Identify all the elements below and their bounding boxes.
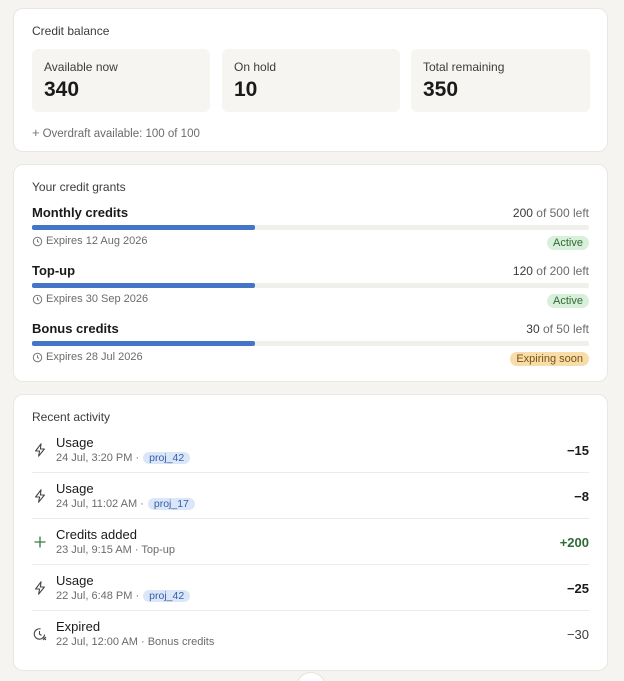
grant-remaining: 120 of 200 left [512, 264, 589, 278]
total-remaining-label: Total remaining [423, 60, 505, 74]
grant-name: Bonus credits [32, 321, 119, 336]
activity-row[interactable]: Expired 22 Jul, 12:00 AM · Bonus credits… [32, 611, 589, 657]
credit-grants-card: Your credit grants Monthly credits 200 o… [13, 164, 608, 382]
available-now-label: Available now [44, 60, 118, 74]
activity-meta: 22 Jul, 6:48 PM · proj_42 [56, 590, 191, 602]
total-remaining-value: 350 [423, 78, 459, 101]
activity-title: Expired [56, 619, 101, 634]
status-badge: Active [547, 236, 589, 250]
clock-icon [32, 352, 43, 362]
activity-amount: −15 [566, 443, 589, 458]
recent-activity-card: Recent activity Usage 24 Jul, 3:20 PM · p… [13, 394, 608, 671]
grant-name: Monthly credits [32, 205, 129, 220]
clock-icon [32, 236, 43, 246]
grant-remaining: 30 of 50 left [526, 322, 589, 336]
activity-meta: 24 Jul, 11:02 AM · proj_17 [56, 498, 195, 510]
activity-amount: +200 [559, 535, 589, 550]
activity-row[interactable]: Usage 24 Jul, 3:20 PM · proj_42 −15 [32, 427, 589, 473]
available-now-value: 340 [44, 78, 80, 101]
grant-remaining: 200 of 500 left [512, 206, 589, 220]
activity-meta: 24 Jul, 3:20 PM · proj_42 [56, 452, 191, 464]
on-hold-tile: On hold 10 [222, 49, 400, 112]
activity-amount: −30 [566, 627, 589, 642]
activity-row[interactable]: Credits added 23 Jul, 9:15 AM · Top-up +… [32, 519, 589, 565]
grant-progress-fill [32, 283, 255, 288]
project-tag[interactable]: proj_42 [143, 590, 191, 602]
clock-x-icon [33, 628, 47, 641]
credit-balance-card: Credit balance Available now 340 On hold… [13, 8, 608, 152]
grant-item-bonus: Bonus credits 30 of 50 left Expires 28 J… [32, 321, 589, 377]
overdraft-text: Overdraft available: 100 of 100 [42, 128, 200, 140]
project-tag[interactable]: proj_17 [147, 498, 195, 510]
grant-expiry: Expires 12 Aug 2026 [32, 235, 148, 247]
lightning-icon [35, 443, 45, 457]
recent-activity-title: Recent activity [32, 410, 111, 424]
clock-icon [32, 294, 43, 304]
grant-progress-fill [32, 341, 255, 346]
overdraft-info: + Overdraft available: 100 of 100 [32, 125, 200, 140]
activity-title: Usage [56, 435, 94, 450]
plus-icon [34, 536, 46, 548]
grant-name: Top-up [32, 263, 76, 278]
plus-icon: + [32, 125, 40, 140]
activity-amount: −8 [574, 489, 589, 504]
activity-title: Credits added [56, 527, 137, 542]
activity-meta: 23 Jul, 9:15 AM · Top-up [56, 544, 176, 556]
grant-progress-fill [32, 225, 255, 230]
grant-expiry: Expires 30 Sep 2026 [32, 293, 148, 305]
activity-meta: 22 Jul, 12:00 AM · Bonus credits [56, 636, 215, 648]
project-tag[interactable]: proj_42 [143, 452, 191, 464]
on-hold-label: On hold [234, 60, 277, 74]
lightning-icon [35, 581, 45, 595]
grant-progress-track [32, 341, 589, 346]
activity-row[interactable]: Usage 24 Jul, 11:02 AM · proj_17 −8 [32, 473, 589, 519]
activity-amount: −25 [566, 581, 589, 596]
available-now-tile: Available now 340 [32, 49, 210, 112]
activity-title: Usage [56, 481, 94, 496]
credit-balance-title: Credit balance [32, 24, 110, 38]
status-badge: Active [547, 294, 589, 308]
lightning-icon [35, 489, 45, 503]
activity-row[interactable]: Usage 22 Jul, 6:48 PM · proj_42 −25 [32, 565, 589, 611]
status-badge: Expiring soon [510, 352, 589, 366]
grant-item-topup: Top-up 120 of 200 left Expires 30 Sep 20… [32, 263, 589, 319]
credit-grants-title: Your credit grants [32, 180, 126, 194]
total-remaining-tile: Total remaining 350 [411, 49, 590, 112]
grant-progress-track [32, 225, 589, 230]
scroll-down-button[interactable] [296, 672, 326, 681]
grant-progress-track [32, 283, 589, 288]
activity-title: Usage [56, 573, 94, 588]
grant-expiry: Expires 28 Jul 2026 [32, 351, 143, 363]
on-hold-value: 10 [234, 78, 258, 101]
grant-item-monthly: Monthly credits 200 of 500 left Expires … [32, 205, 589, 261]
